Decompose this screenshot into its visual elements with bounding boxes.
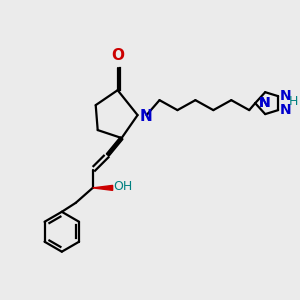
Text: H: H (289, 95, 298, 108)
Text: OH: OH (114, 180, 133, 194)
Text: N: N (258, 96, 270, 110)
Polygon shape (106, 137, 123, 156)
Text: O: O (111, 48, 124, 63)
Polygon shape (93, 185, 113, 190)
Text: N: N (280, 89, 292, 103)
Text: N: N (140, 109, 152, 124)
Text: N: N (280, 103, 292, 117)
Text: N: N (258, 96, 270, 110)
